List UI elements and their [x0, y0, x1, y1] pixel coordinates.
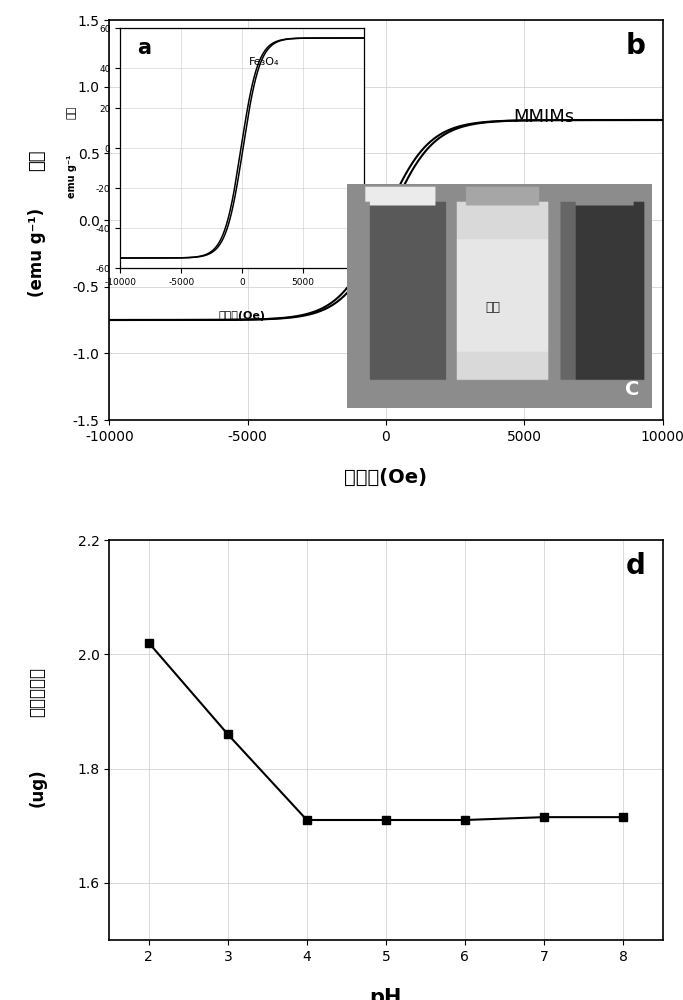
Text: 铁离子质量: 铁离子质量	[29, 667, 46, 717]
Text: MMIMs: MMIMs	[513, 108, 574, 126]
Text: 磁场　(Oe): 磁场 (Oe)	[344, 468, 428, 487]
Text: (ug): (ug)	[29, 769, 46, 807]
Text: (emu g⁻¹): (emu g⁻¹)	[29, 207, 46, 297]
Text: b: b	[626, 32, 646, 60]
Text: 磁性: 磁性	[29, 149, 46, 171]
Text: pH: pH	[370, 988, 402, 1000]
Text: d: d	[626, 552, 646, 580]
